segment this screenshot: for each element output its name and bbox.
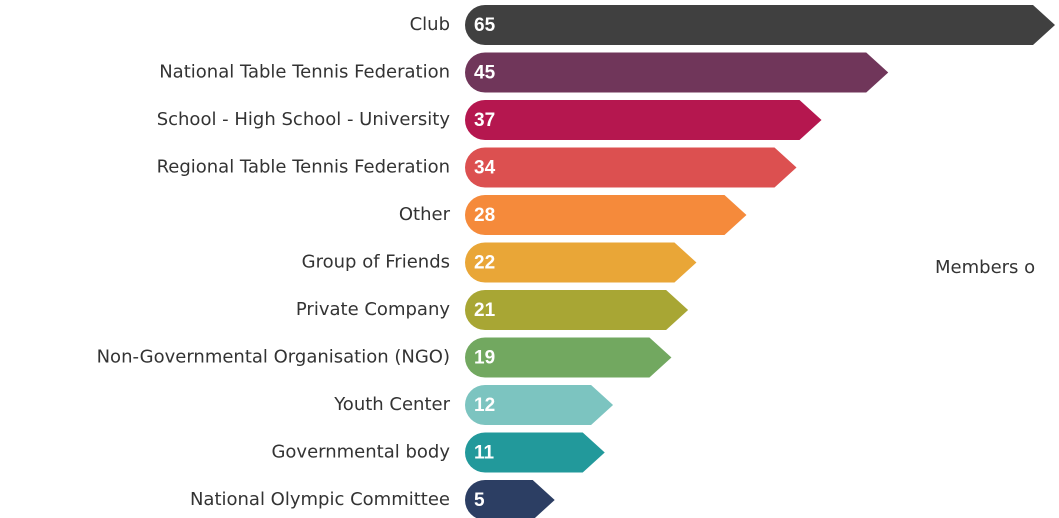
bar — [465, 195, 747, 235]
annotation: Members o — [935, 257, 1035, 278]
value-label: 65 — [474, 15, 496, 36]
value-label: 28 — [474, 205, 495, 226]
category-label: National Table Tennis Federation — [159, 62, 450, 83]
category-label: Regional Table Tennis Federation — [157, 157, 450, 178]
bar — [465, 290, 689, 330]
value-label: 11 — [474, 443, 495, 464]
value-label: 34 — [474, 158, 496, 179]
bar — [465, 147, 797, 188]
bar — [465, 432, 605, 473]
value-label: 19 — [474, 348, 495, 369]
category-label: Youth Center — [333, 394, 450, 415]
category-label: Group of Friends — [302, 252, 450, 273]
category-label: Governmental body — [271, 442, 450, 463]
bar — [465, 52, 889, 93]
bar — [465, 337, 672, 378]
value-label: 12 — [474, 395, 495, 416]
value-label: 45 — [474, 63, 496, 84]
category-label: Other — [399, 204, 451, 225]
value-label: 5 — [474, 490, 485, 511]
bar — [465, 5, 1055, 45]
bar — [465, 385, 614, 425]
bar — [465, 100, 822, 140]
bar — [465, 480, 555, 518]
category-label: Private Company — [296, 299, 450, 320]
value-label: 37 — [474, 110, 495, 131]
category-label: Club — [410, 14, 450, 35]
category-label: National Olympic Committee — [190, 489, 450, 510]
value-label: 22 — [474, 253, 495, 274]
bar — [465, 242, 697, 283]
category-label: School - High School - University — [157, 109, 451, 130]
value-label: 21 — [474, 300, 496, 321]
category-label: Non-Governmental Organisation (NGO) — [97, 347, 450, 368]
